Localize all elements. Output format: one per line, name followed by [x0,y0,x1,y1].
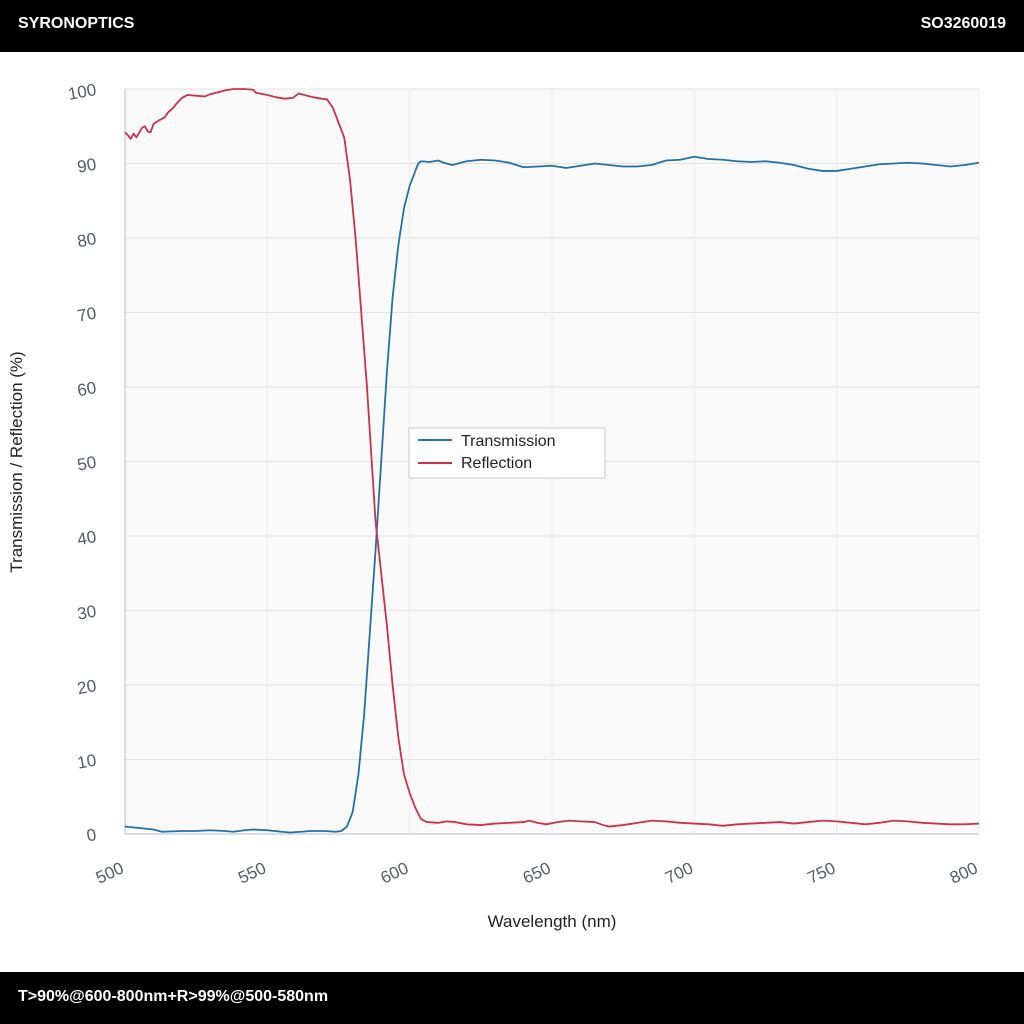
y-tick-label-40: 40 [76,527,98,549]
footer-bar: T>90%@600-800nm+R>99%@500-580nm [0,972,1024,1024]
legend: Transmission Reflection [408,427,606,479]
series-line-transmission [124,155,980,834]
y-axis-title: Transmission / Reflection (%) [7,351,26,572]
product-code: SO3260019 [920,15,1006,32]
spectrum-chart: 0 10 20 30 40 50 60 70 80 90 100 500 550 600 650 700 750… [7,80,981,931]
x-tick-label-550: 550 [235,858,269,887]
y-tick-label-80: 80 [76,229,98,251]
y-tick-label-90: 90 [76,155,98,177]
series-lines [124,88,980,834]
y-tick-label-100: 100 [66,80,97,104]
y-tick-label-10: 10 [76,751,98,773]
x-axis-title: Wavelength (nm) [488,912,617,931]
y-tick-label-50: 50 [76,453,98,475]
legend-label-reflection: Reflection [461,455,532,472]
x-tick-label-750: 750 [805,858,839,887]
x-tick-label-800: 800 [947,858,981,887]
series-line-reflection [124,88,980,828]
y-tick-label-60: 60 [76,378,98,400]
header-bar: SYRONOPTICS SO3260019 [0,0,1024,52]
y-tick-label-20: 20 [76,676,98,698]
x-tick-label-500: 500 [93,858,127,887]
y-tick-label-70: 70 [76,304,98,326]
y-tick-label-0: 0 [85,825,98,845]
axes [124,89,979,835]
x-tick-label-650: 650 [520,858,554,887]
brand-name: SYRONOPTICS [18,15,135,32]
x-tick-label-600: 600 [378,858,412,887]
legend-label-transmission: Transmission [461,433,556,450]
x-tick-label-700: 700 [662,858,696,887]
spec-text: T>90%@600-800nm+R>99%@500-580nm [18,988,329,1005]
legend-box [408,427,606,479]
y-tick-label-30: 30 [76,602,98,624]
tick-labels: 0 10 20 30 40 50 60 70 80 90 100 500 550 600 650 700 750… [66,80,980,887]
